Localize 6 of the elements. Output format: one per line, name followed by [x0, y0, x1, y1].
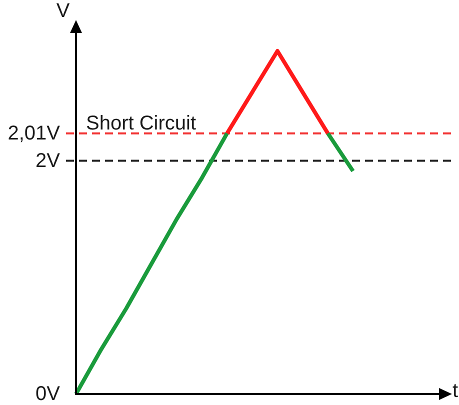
ref-line-label: 2V: [36, 150, 61, 172]
y-axis-title: V: [56, 0, 70, 22]
ref-line-label: 2,01V: [8, 122, 61, 144]
x-axis-title: t: [452, 380, 458, 402]
text: 0V: [36, 383, 61, 405]
annotation: Short Circuit: [86, 112, 196, 134]
